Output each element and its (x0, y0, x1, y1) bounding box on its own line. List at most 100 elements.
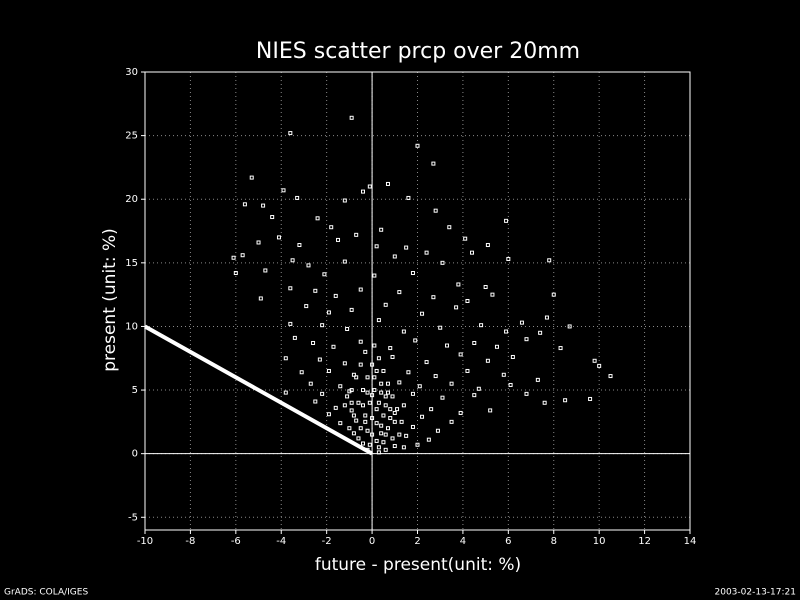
scatter-point (376, 318, 381, 323)
x-tick-label: 4 (460, 536, 466, 547)
scatter-point (406, 370, 411, 375)
scatter-point (231, 255, 236, 260)
y-tick-label: 15 (125, 258, 138, 269)
scatter-point (456, 282, 461, 287)
y-tick-label: -5 (128, 512, 138, 523)
scatter-point (454, 305, 459, 310)
scatter-point (504, 218, 509, 223)
scatter-point (424, 250, 429, 255)
scatter-point (488, 408, 493, 413)
y-tick-label: 20 (125, 194, 138, 205)
scatter-point (342, 403, 347, 408)
x-tick-label: 8 (551, 536, 557, 547)
scatter-point (365, 375, 370, 380)
scatter-point (395, 407, 400, 412)
scatter-point (470, 250, 474, 255)
scatter-point (535, 377, 540, 382)
scatter-point (608, 374, 613, 379)
scatter-point (388, 416, 393, 421)
scatter-point (379, 227, 384, 232)
scatter-point (354, 375, 359, 380)
scatter-point (326, 412, 331, 417)
scatter-point (374, 438, 379, 443)
scatter-point (388, 407, 393, 412)
scatter-point (458, 410, 463, 415)
scatter-point (563, 398, 568, 403)
scatter-point (508, 382, 513, 387)
scatter-point (397, 432, 402, 437)
scatter-point (558, 346, 563, 351)
scatter-point (361, 189, 365, 194)
scatter-point (308, 381, 313, 386)
x-tick-label: -2 (322, 536, 332, 547)
scatter-point (374, 421, 379, 426)
scatter-point (431, 161, 436, 166)
x-tick-label: -8 (185, 536, 195, 547)
scatter-point (374, 407, 379, 412)
scatter-point (370, 362, 375, 367)
scatter-point (270, 215, 275, 220)
scatter-point (392, 419, 397, 424)
scatter-point (351, 372, 356, 377)
scatter-point (356, 436, 361, 441)
scatter-point (449, 381, 454, 386)
scatter-point (383, 447, 388, 452)
scatter-point (326, 368, 331, 373)
scatter-point (381, 413, 386, 418)
scatter-point (485, 358, 490, 363)
scatter-point (333, 405, 338, 410)
scatter-point (524, 391, 529, 396)
scatter-point (397, 380, 402, 385)
scatter-point (506, 257, 511, 262)
scatter-point (258, 296, 263, 301)
scatter-point (376, 450, 381, 455)
scatter-point (592, 358, 597, 363)
scatter-point (445, 343, 450, 348)
scatter-point (383, 403, 388, 408)
scatter-point (426, 437, 431, 442)
scatter-point (410, 271, 415, 276)
y-tick-label: 30 (125, 67, 138, 78)
scatter-point (399, 419, 404, 424)
scatter-point (283, 356, 288, 361)
scatter-point (365, 428, 370, 433)
scatter-point (404, 245, 409, 250)
x-tick-label: 12 (638, 536, 651, 547)
scatter-point (351, 413, 356, 418)
scatter-point (342, 361, 347, 366)
scatter-point (361, 441, 365, 446)
x-tick-label: -6 (231, 536, 241, 547)
scatter-point (338, 384, 343, 389)
scatter-point (476, 386, 481, 391)
scatter-point (463, 236, 468, 241)
scatter-point (320, 323, 325, 328)
scatter-point (390, 394, 395, 399)
scatter-point (544, 315, 549, 320)
scatter-point (383, 432, 388, 437)
x-tick-label: -4 (276, 536, 286, 547)
scatter-point (326, 310, 331, 315)
scatter-point (392, 444, 397, 449)
y-tick-label: 5 (132, 385, 138, 396)
scatter-point (315, 216, 320, 221)
scatter-point (433, 208, 438, 213)
scatter-point (336, 237, 341, 242)
scatter-point (401, 445, 406, 450)
scatter-point (242, 202, 247, 207)
scatter-point (345, 326, 350, 331)
scatter-point (333, 293, 338, 298)
scatter-point (413, 338, 418, 343)
scatter-point (392, 410, 397, 415)
scatter-point (313, 399, 318, 404)
scatter-point (385, 381, 390, 386)
scatter-point (363, 413, 368, 418)
scatter-point (349, 408, 354, 413)
scatter-point (385, 390, 390, 395)
scatter-point (288, 286, 293, 291)
scatter-point (381, 368, 386, 373)
x-tick-label: -10 (137, 536, 153, 547)
scatter-point (479, 323, 484, 328)
scatter-point (504, 329, 509, 334)
scatter-point (249, 175, 254, 180)
scatter-point (379, 390, 384, 395)
